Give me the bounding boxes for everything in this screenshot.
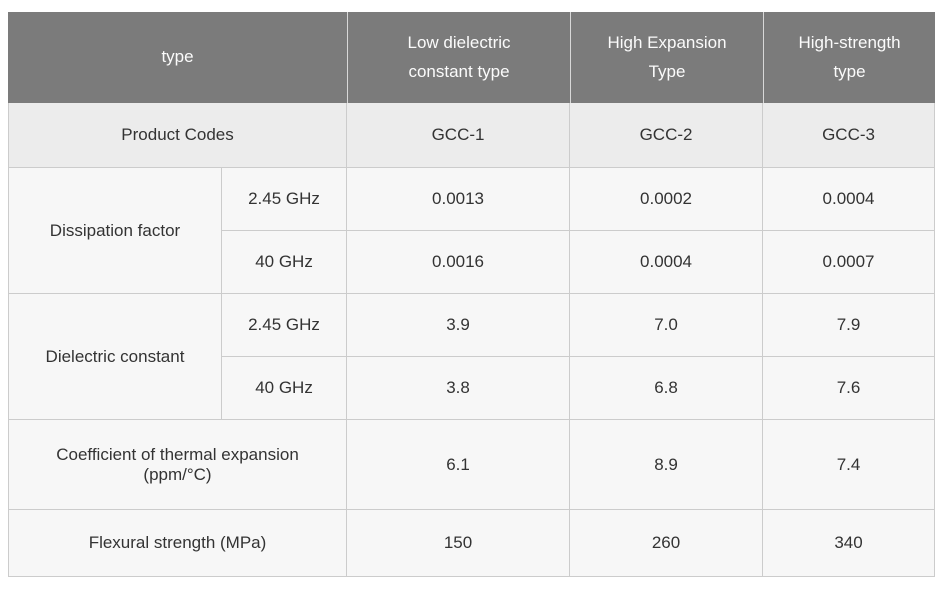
value-cell: 0.0004 bbox=[570, 231, 764, 294]
value-cell: 7.0 bbox=[570, 294, 764, 357]
value-cell: 8.9 bbox=[570, 420, 764, 510]
cte-row: Coefficient of thermal expansion (ppm/°C… bbox=[8, 420, 936, 510]
dissipation-factor-245-row: Dissipation factor 2.45 GHz 0.0013 0.000… bbox=[8, 168, 936, 294]
value-cell: 340 bbox=[763, 510, 936, 577]
product-code-gcc3: GCC-3 bbox=[763, 103, 936, 168]
value-cell: 3.8 bbox=[347, 357, 571, 420]
value-cell: 0.0016 bbox=[347, 231, 571, 294]
cte-label: Coefficient of thermal expansion (ppm/°C… bbox=[8, 420, 348, 510]
dielectric-constant-40-row: 40 GHz 3.8 6.8 7.6 bbox=[8, 357, 936, 420]
value-cell: 0.0002 bbox=[570, 168, 764, 231]
value-cell: 6.1 bbox=[347, 420, 571, 510]
header-row: type Low dielectric constant type High E… bbox=[8, 12, 936, 103]
header-col-high-expansion: High Expansion Type bbox=[570, 12, 764, 103]
product-codes-row: Product Codes GCC-1 GCC-2 GCC-3 bbox=[8, 103, 936, 168]
product-code-gcc2: GCC-2 bbox=[570, 103, 764, 168]
product-code-gcc1: GCC-1 bbox=[347, 103, 571, 168]
freq-cell: 40 GHz bbox=[222, 357, 348, 420]
product-spec-table: type Low dielectric constant type High E… bbox=[8, 12, 936, 577]
value-cell: 7.6 bbox=[763, 357, 936, 420]
dielectric-constant-label: Dielectric constant bbox=[8, 294, 222, 420]
value-cell: 150 bbox=[347, 510, 571, 577]
freq-cell: 40 GHz bbox=[222, 231, 348, 294]
header-col-high-strength: High-strength type bbox=[763, 12, 936, 103]
flexural-strength-row: Flexural strength (MPa) 150 260 340 bbox=[8, 510, 936, 577]
value-cell: 0.0004 bbox=[763, 168, 936, 231]
header-type-cell: type bbox=[8, 12, 348, 103]
dissipation-factor-40-row: 40 GHz 0.0016 0.0004 0.0007 bbox=[8, 231, 936, 294]
value-cell: 0.0013 bbox=[347, 168, 571, 231]
value-cell: 260 bbox=[570, 510, 764, 577]
value-cell: 0.0007 bbox=[763, 231, 936, 294]
value-cell: 7.9 bbox=[763, 294, 936, 357]
header-col-low-dielectric: Low dielectric constant type bbox=[347, 12, 571, 103]
flexural-strength-label: Flexural strength (MPa) bbox=[8, 510, 348, 577]
dielectric-constant-245-row: Dielectric constant 2.45 GHz 3.9 7.0 7.9 bbox=[8, 294, 936, 420]
freq-cell: 2.45 GHz bbox=[222, 168, 348, 231]
value-cell: 7.4 bbox=[763, 420, 936, 510]
value-cell: 6.8 bbox=[570, 357, 764, 420]
value-cell: 3.9 bbox=[347, 294, 571, 357]
freq-cell: 2.45 GHz bbox=[222, 294, 348, 357]
dissipation-factor-label: Dissipation factor bbox=[8, 168, 222, 294]
product-codes-label: Product Codes bbox=[8, 103, 348, 168]
